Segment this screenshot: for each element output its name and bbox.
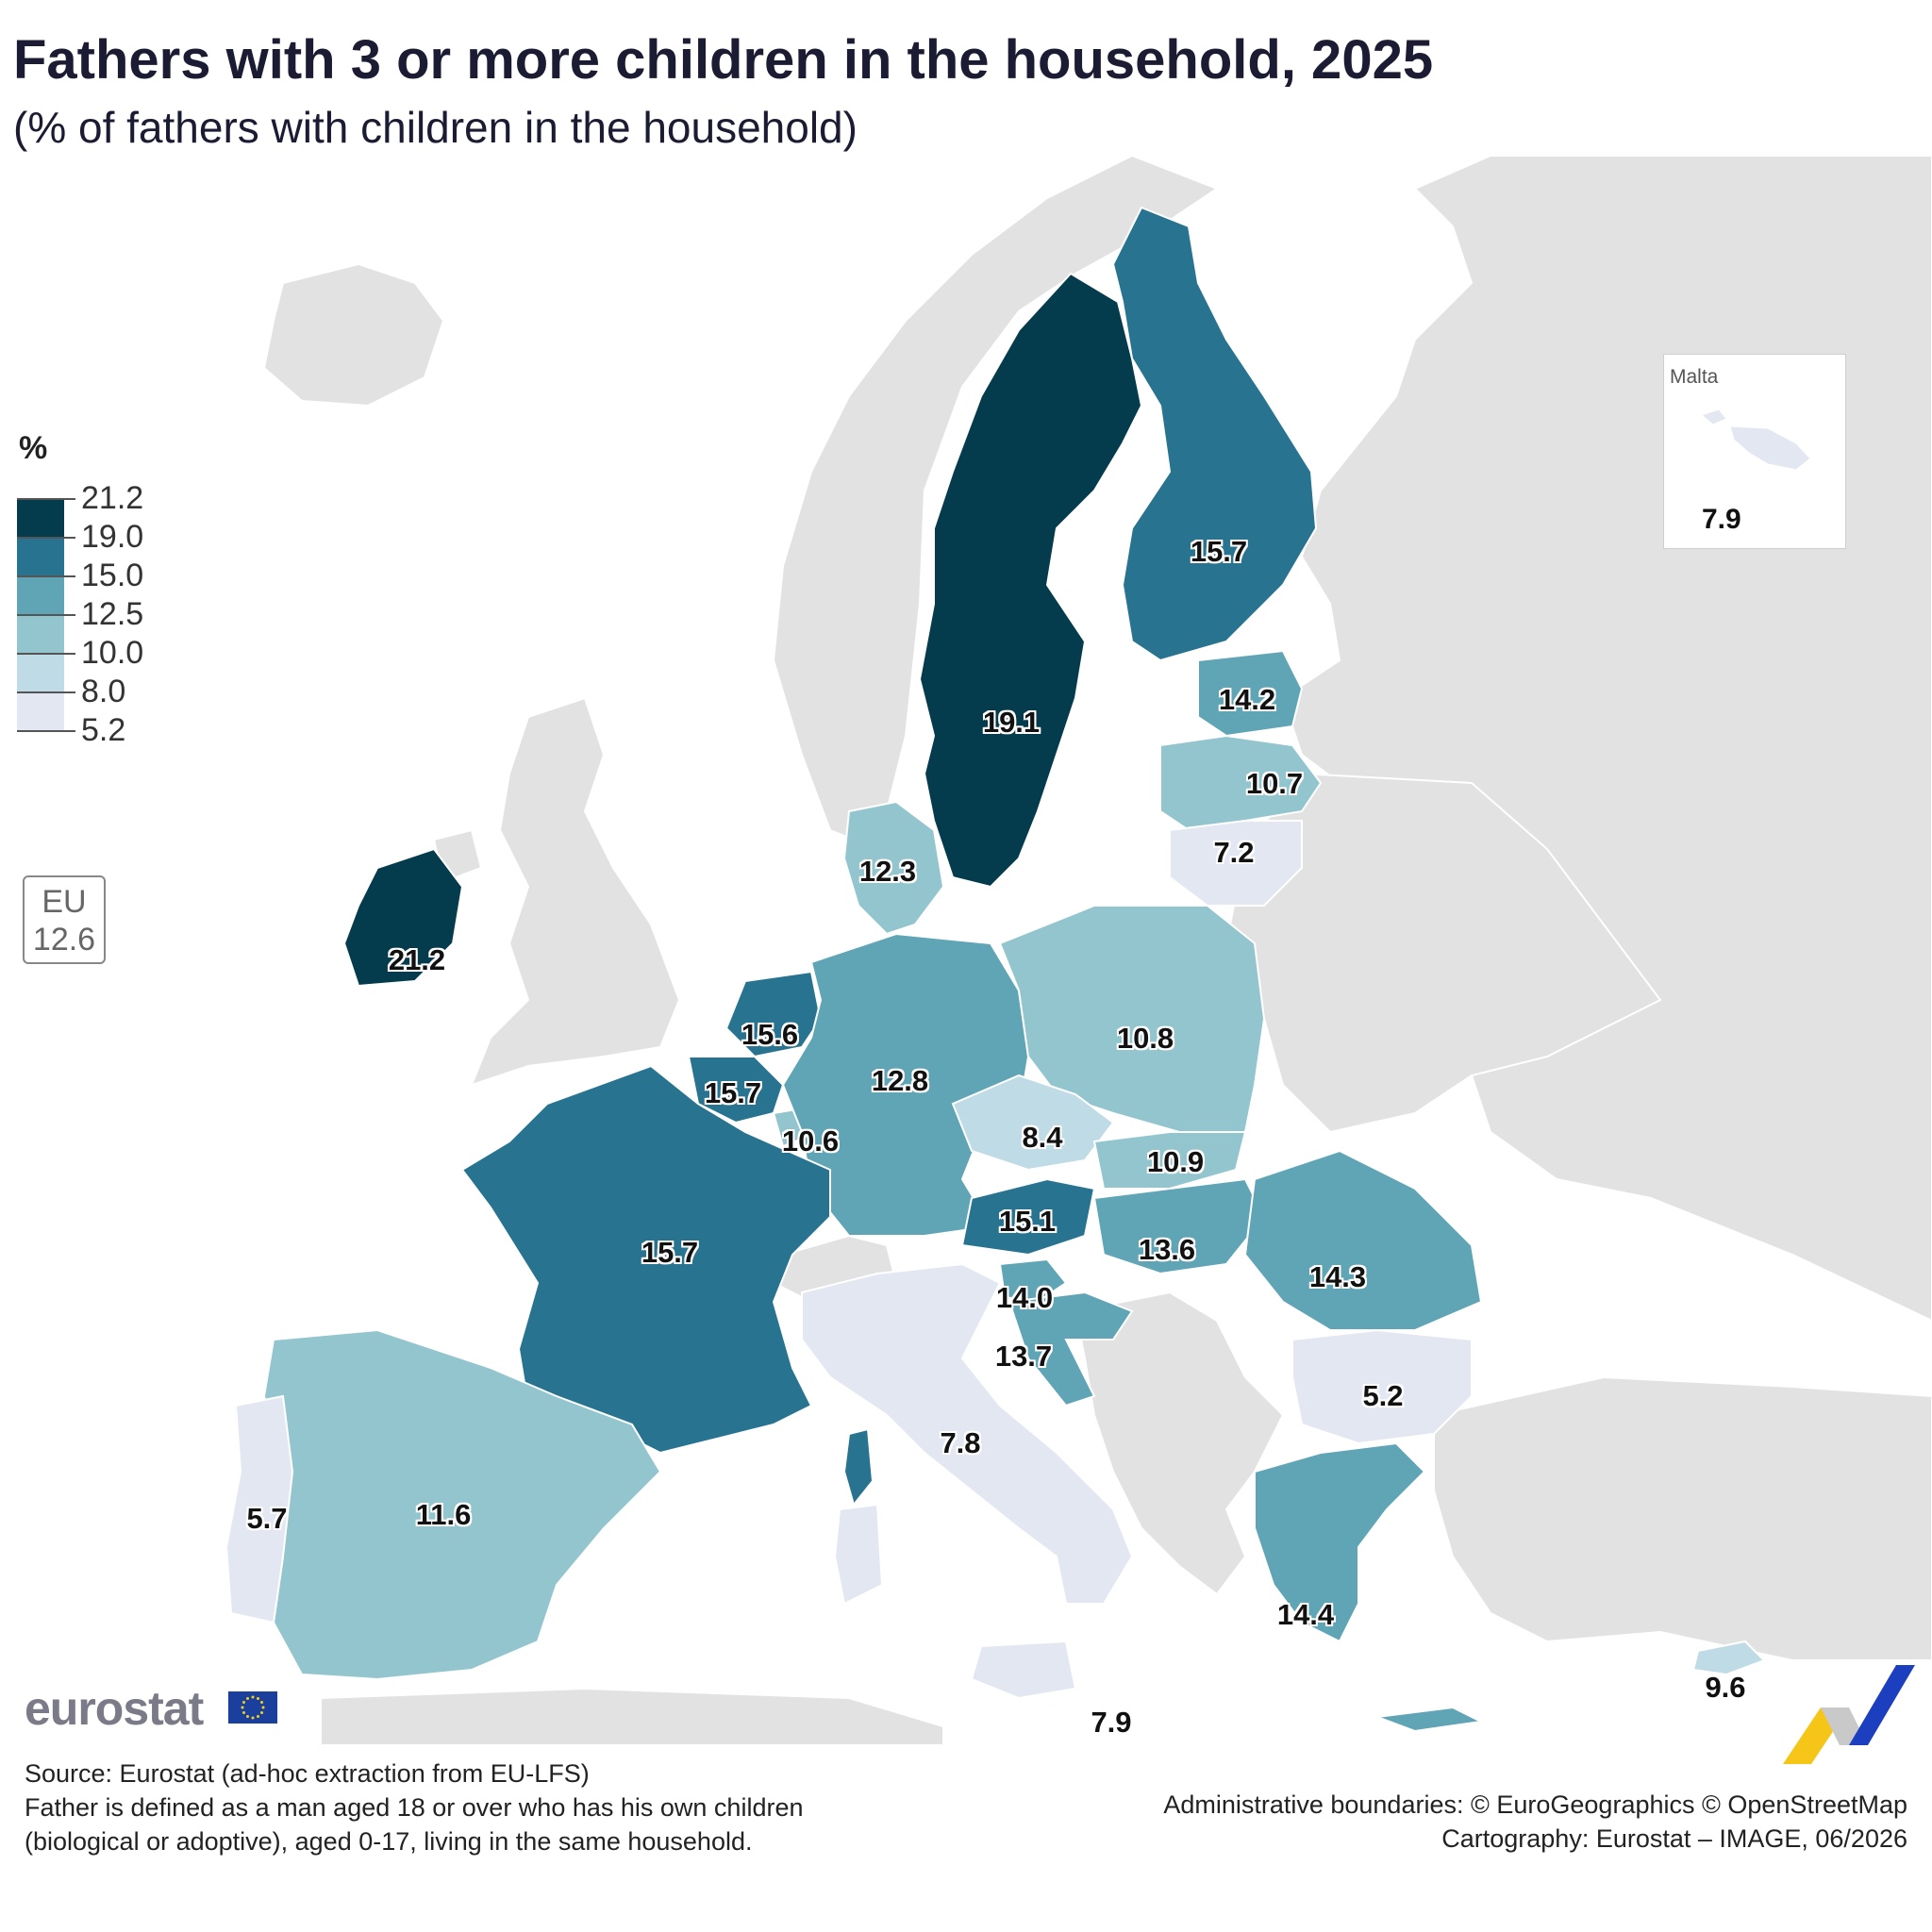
value-label-sweden: 19.1: [982, 706, 1041, 739]
legend: 21.2 19.0 15.0 12.5 10.0 8.0 5.2: [17, 482, 206, 748]
value-label-italy: 7.8: [940, 1426, 981, 1459]
value-label-france: 15.7: [641, 1236, 699, 1269]
value-label-romania: 14.3: [1308, 1260, 1367, 1293]
country-croatia: [1008, 1291, 1134, 1407]
definition-line: Father is defined as a man aged 18 or ov…: [25, 1793, 804, 1822]
value-label-ireland: 21.2: [388, 943, 446, 976]
value-label-italy-sicily: 7.9: [1091, 1706, 1132, 1739]
value-label-portugal: 5.7: [246, 1502, 288, 1535]
value-label-slovakia: 10.9: [1146, 1145, 1205, 1178]
eu-average-label: EU: [42, 884, 87, 920]
legend-tick: [17, 537, 75, 539]
country-italy: [801, 1262, 1134, 1605]
malta-value-label: 7.9: [1702, 504, 1741, 535]
country-slovenia: [998, 1257, 1068, 1304]
legend-break-label: 8.0: [81, 674, 126, 709]
country-estonia: [1197, 649, 1304, 738]
eu-average-box: EU 12.6: [23, 875, 106, 964]
country-sardinia: [833, 1503, 884, 1606]
value-label-hungary: 13.6: [1138, 1233, 1196, 1266]
legend-swatch: [17, 537, 64, 575]
legend-tick: [17, 653, 75, 655]
legend-break-label: 5.2: [81, 712, 126, 748]
legend-break-label: 21.2: [81, 480, 144, 516]
eu-countries: [225, 206, 1766, 1733]
malta-inset: Malta 7.9: [1663, 354, 1846, 549]
value-label-finland: 15.7: [1190, 535, 1248, 568]
value-label-bulgaria: 5.2: [1362, 1379, 1404, 1412]
boundaries-credit: Administrative boundaries: © EuroGeograp…: [1163, 1790, 1907, 1819]
legend-tick: [17, 575, 75, 577]
legend-tick: [17, 498, 75, 500]
legend-break-label: 15.0: [81, 558, 144, 593]
malta-inset-title: Malta: [1670, 366, 1719, 388]
value-label-cyprus: 9.6: [1705, 1671, 1746, 1704]
legend-swatch: [17, 498, 64, 537]
value-label-czechia: 8.4: [1022, 1121, 1063, 1154]
legend-swatch: [17, 575, 64, 614]
legend-tick: [17, 614, 75, 616]
legend-tick: [17, 730, 75, 732]
legend-tick: [17, 691, 75, 693]
country-cyprus: [1691, 1640, 1766, 1676]
country-ireland: [342, 847, 464, 988]
decorative-ribbon-icon: [1783, 1665, 1915, 1764]
eu-average-value: 12.6: [32, 922, 96, 958]
credits-note: Administrative boundaries: © EuroGeograp…: [1163, 1788, 1907, 1856]
legend-break-label: 10.0: [81, 635, 144, 671]
country-slovakia: [1092, 1131, 1247, 1190]
value-label-belgium: 15.7: [704, 1076, 762, 1109]
country-bulgaria: [1291, 1328, 1473, 1445]
country-greece: [1254, 1441, 1426, 1643]
value-label-greece: 14.4: [1276, 1598, 1335, 1631]
legend-break-label: 12.5: [81, 596, 144, 632]
country-portugal: [225, 1394, 294, 1624]
value-label-poland: 10.8: [1116, 1022, 1174, 1055]
cartography-credit: Cartography: Eurostat – IMAGE, 06/2026: [1441, 1824, 1907, 1853]
country-crete: [1376, 1706, 1485, 1733]
value-label-croatia: 13.7: [994, 1340, 1053, 1373]
source-line: Source: Eurostat (ad-hoc extraction from…: [25, 1759, 590, 1788]
country-sweden: [918, 272, 1143, 889]
value-label-lithuania: 7.2: [1213, 836, 1255, 869]
eu-flag-icon: [228, 1691, 277, 1724]
value-label-spain: 11.6: [415, 1498, 472, 1531]
legend-unit: %: [19, 430, 48, 466]
value-label-slovenia: 14.0: [995, 1281, 1054, 1314]
malta-shape: [1700, 408, 1811, 471]
country-lithuania: [1169, 820, 1303, 907]
legend-break-label: 19.0: [81, 519, 144, 555]
country-netherlands: [724, 970, 823, 1058]
country-france: [460, 1064, 831, 1455]
map-title: Fathers with 3 or more children in the h…: [13, 29, 1434, 91]
value-label-denmark: 12.3: [858, 855, 917, 888]
legend-swatch: [17, 653, 64, 691]
value-label-austria: 15.1: [998, 1205, 1057, 1238]
value-label-netherlands: 15.6: [741, 1018, 799, 1051]
value-label-luxembourg: 10.6: [781, 1124, 840, 1158]
country-corsica: [842, 1427, 874, 1507]
country-austria: [960, 1177, 1096, 1257]
country-hungary: [1092, 1177, 1266, 1275]
country-denmark: [842, 800, 945, 936]
value-label-latvia: 10.7: [1245, 767, 1304, 800]
country-finland: [1111, 206, 1318, 662]
definition-line: (biological or adoptive), aged 0-17, liv…: [25, 1827, 753, 1856]
legend-swatch: [17, 691, 64, 730]
source-note: Source: Eurostat (ad-hoc extraction from…: [25, 1757, 803, 1858]
country-sicily: [970, 1640, 1077, 1700]
value-label-germany: 12.8: [871, 1064, 929, 1097]
legend-swatch: [17, 614, 64, 653]
eurostat-logo: eurostat: [25, 1682, 204, 1735]
country-latvia: [1159, 734, 1323, 832]
country-romania: [1243, 1149, 1483, 1331]
value-label-estonia: 14.2: [1218, 683, 1276, 716]
map-subtitle: (% of fathers with children in the house…: [13, 103, 858, 152]
